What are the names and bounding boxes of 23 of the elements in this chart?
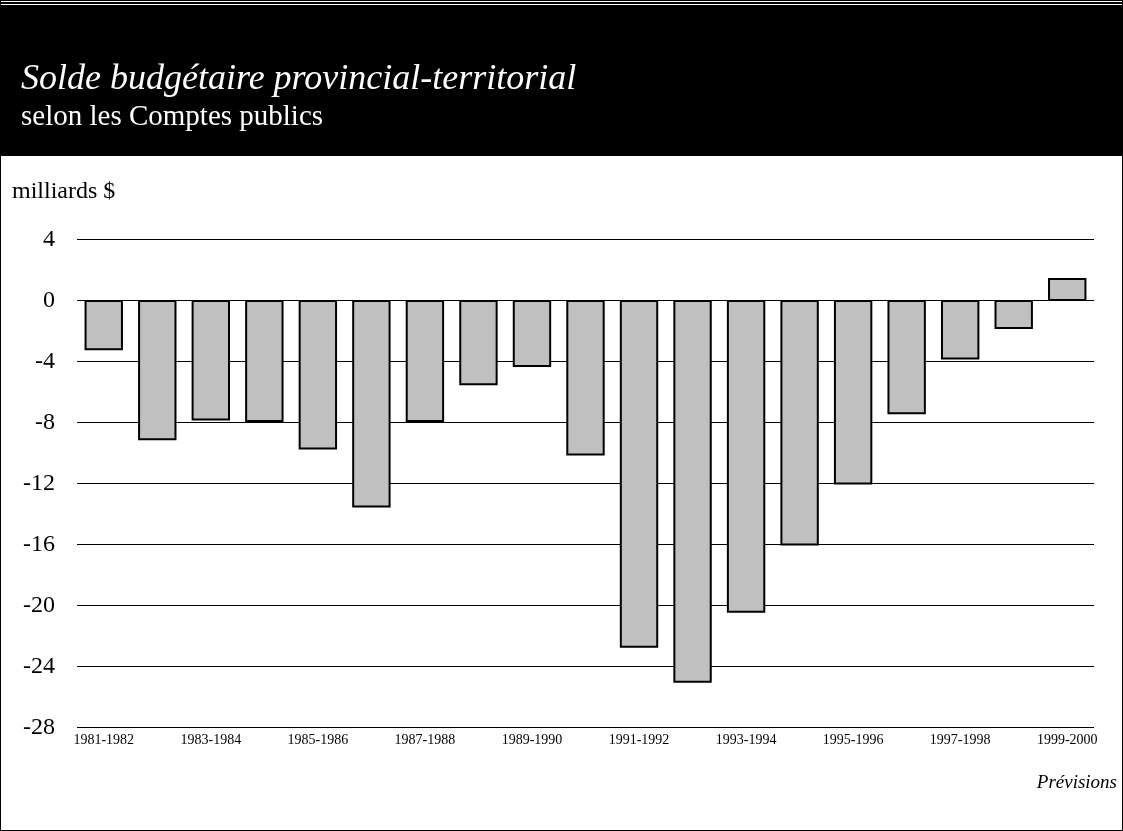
x-tick-label: 1995-1996 [822, 731, 884, 747]
y-tick-label: -28 [22, 712, 55, 739]
chart-title: Solde budgétaire provincial-territorial [21, 57, 578, 97]
y-tick-label: 4 [42, 224, 55, 251]
y-tick-label: -20 [22, 590, 55, 617]
y-tick-label: -4 [34, 346, 55, 373]
x-tick-label: 1989-1990 [501, 731, 563, 747]
y-tick-label: -24 [22, 651, 55, 678]
y-axis-title: milliards $ [12, 177, 116, 204]
x-tick-label: 1993-1994 [715, 731, 777, 747]
chart-subtitle: selon les Comptes publics [21, 98, 325, 133]
y-tick-label: -16 [22, 529, 55, 556]
x-tick-label: 1991-1992 [608, 731, 670, 747]
text: Prévisions [1036, 771, 1117, 793]
y-tick-label: -12 [22, 468, 55, 495]
y-tick-label: 0 [42, 285, 55, 312]
x-tick-label: 1987-1988 [394, 731, 456, 747]
x-tick-label: 1985-1986 [287, 731, 349, 747]
x-tick-label: 1997-1998 [929, 731, 991, 747]
x-tick-label: 1999-2000 [1036, 731, 1098, 747]
y-tick-label: -8 [34, 407, 55, 434]
x-tick-label: 1983-1984 [180, 731, 242, 747]
x-tick-label: 1981-1982 [73, 731, 135, 747]
